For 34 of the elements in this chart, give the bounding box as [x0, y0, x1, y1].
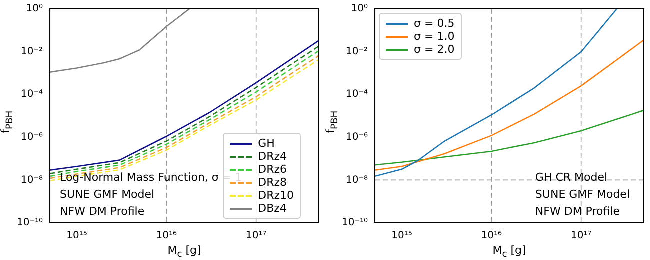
legend-label: DRz4: [258, 150, 287, 163]
x-tick-label: 10¹⁷: [246, 230, 267, 242]
annotation: GH CR Model: [535, 171, 608, 184]
annotation: SUNE GMF Model: [535, 188, 630, 201]
legend-label: DRz6: [258, 163, 287, 176]
y-tick-label: 10⁻⁸: [21, 174, 44, 186]
y-tick-label: 10⁻⁴: [21, 89, 44, 100]
annotation: NFW DM Profile: [535, 205, 620, 218]
y-tick-label: 10⁻⁸: [346, 174, 368, 186]
y-tick-label: 10⁻¹⁰: [342, 218, 368, 229]
x-axis-title: M$_{c}$ [g]: [166, 244, 202, 260]
x-axis-title: M$_{c}$ [g]: [492, 244, 528, 260]
x-tick-label: 10¹⁷: [570, 230, 592, 242]
y-tick-label: 10⁻¹⁰: [16, 218, 44, 229]
y-tick-label: 10⁻²: [21, 46, 44, 58]
y-tick-label: 10⁻⁶: [21, 132, 44, 143]
y-tick-label: 10⁰: [26, 4, 44, 15]
x-tick-label: 10¹⁶: [156, 230, 178, 242]
x-tick-label: 10¹⁵: [392, 230, 412, 242]
annotation: SUNE GMF Model: [60, 188, 155, 201]
legend-label: DRz8: [258, 176, 287, 189]
x-tick-label: 10¹⁵: [66, 230, 88, 242]
y-tick-label: 10⁻²: [346, 46, 368, 58]
y-tick-label: 10⁻⁶: [346, 132, 368, 143]
legend-label: σ = 2.0: [414, 43, 455, 56]
legend-label: DBz4: [258, 202, 287, 215]
y-tick-label: 10⁰: [351, 4, 368, 15]
y-tick-label: 10⁻⁴: [346, 89, 368, 100]
legend-label: GH: [258, 137, 275, 150]
x-tick-label: 10¹⁶: [481, 230, 502, 242]
legend-label: DRz10: [258, 189, 294, 202]
annotation: NFW DM Profile: [60, 205, 145, 218]
legend-label: σ = 1.0: [414, 30, 455, 43]
legend-label: σ = 0.5: [414, 17, 455, 30]
